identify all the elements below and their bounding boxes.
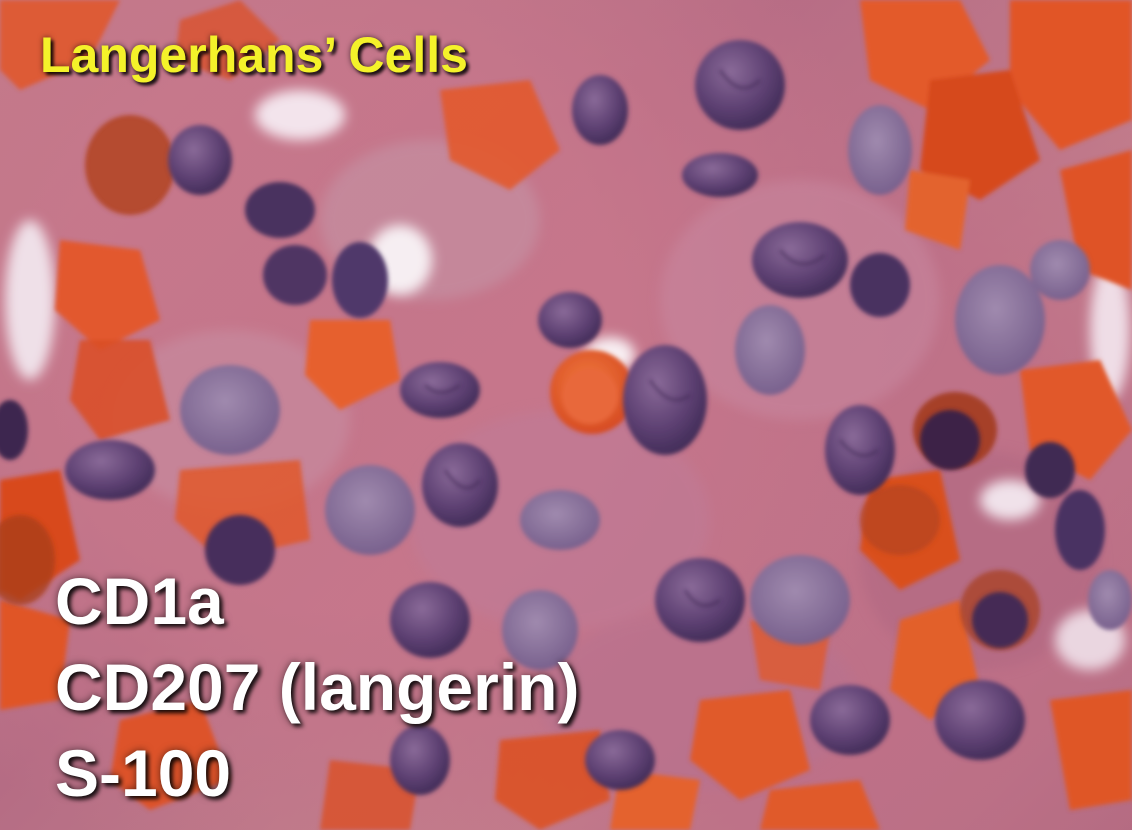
nuclear-grooves <box>423 69 879 608</box>
slide-title: Langerhans’ Cells <box>40 27 468 83</box>
marker-cd207-langerin: CD207 (langerin) <box>55 650 580 724</box>
marker-cd1a: CD1a <box>55 564 224 638</box>
marker-s100: S-100 <box>55 736 232 810</box>
dark-nuclei <box>0 182 1105 648</box>
marker-list: CD1a CD207 (langerin) S-100 <box>55 558 579 816</box>
langerhans-nuclei <box>65 40 1132 795</box>
